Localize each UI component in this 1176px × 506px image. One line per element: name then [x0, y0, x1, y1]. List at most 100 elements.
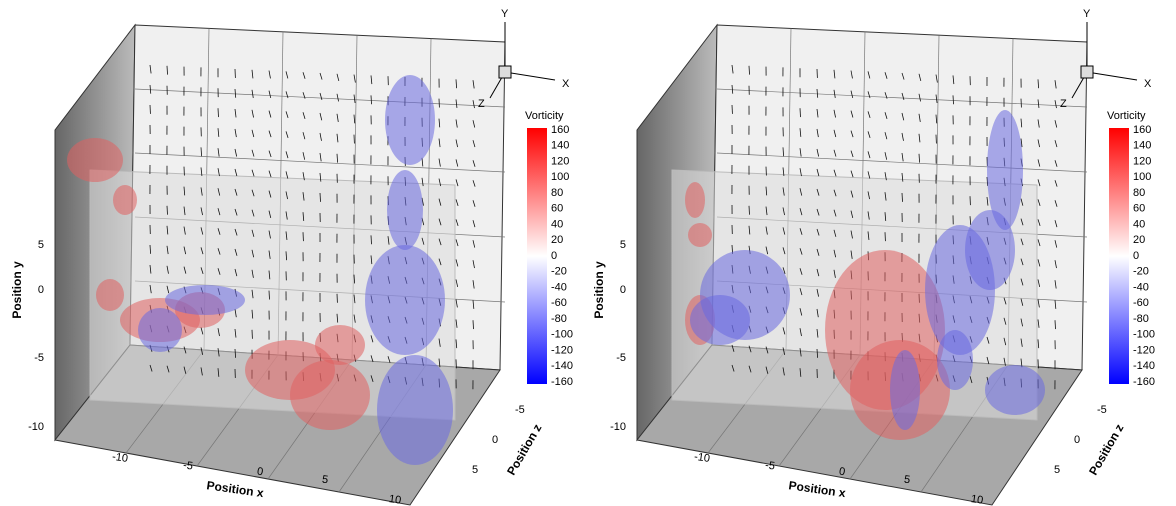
z-tick-label: 0 — [492, 434, 498, 446]
y-tick-label: 0 — [38, 284, 44, 296]
vorticity-isosurface — [965, 210, 1015, 290]
vorticity-isosurface — [165, 285, 245, 315]
vector-arrow — [749, 66, 750, 75]
colorbar-tick-label: -120 — [551, 344, 573, 356]
triad-cube — [499, 66, 511, 78]
colorbar-tick-label: -100 — [551, 329, 573, 341]
colorbar-tick-label: 60 — [551, 203, 563, 215]
y-tick-label: -5 — [616, 352, 626, 364]
triad-label: Z — [1060, 98, 1067, 110]
vorticity-isosurface — [290, 360, 370, 430]
y-axis-label: Position y — [592, 261, 606, 319]
vorticity-isosurface — [377, 355, 453, 465]
colorbar-tick-label: -160 — [551, 376, 573, 388]
x-tick-label: -10 — [693, 451, 710, 465]
vorticity-isosurface — [387, 170, 423, 250]
z-axis-label: Position z — [504, 422, 544, 478]
vorticity-isosurface — [67, 138, 123, 182]
triad-axis — [1087, 72, 1137, 80]
vorticity-isosurface — [688, 223, 712, 247]
y-tick-label: 0 — [620, 284, 626, 296]
colorbar-tick-label: -140 — [1133, 360, 1155, 372]
vorticity-isosurface — [937, 330, 973, 390]
vector-arrow — [320, 193, 321, 202]
panel: 50-5-10-10-50510-505Position xPosition y… — [592, 8, 1155, 506]
colorbar — [1109, 128, 1129, 384]
colorbar-tick-label: -60 — [551, 297, 567, 309]
colorbar — [527, 128, 547, 384]
colorbar-tick-label: 40 — [551, 218, 563, 230]
figure: 5 0 -5 -10 -10 -5 0 5 10 -5 0 5 Position x Position y… — [0, 0, 1176, 506]
x-axis-label: Position x — [788, 478, 847, 500]
colorbar-tick-label: -60 — [1133, 297, 1149, 309]
vorticity-isosurface — [96, 279, 124, 311]
x-tick-label: -5 — [182, 459, 193, 472]
colorbar-tick-label: 0 — [1133, 250, 1139, 262]
colorbar-tick-label: 120 — [1133, 155, 1151, 167]
z-tick-label: 5 — [472, 464, 478, 476]
colorbar-tick-label: -20 — [551, 266, 567, 278]
colorbar-tick-label: 100 — [1133, 171, 1151, 183]
colorbar-title: Vorticity — [525, 110, 564, 122]
x-tick-label: 10 — [388, 493, 402, 506]
colorbar-tick-label: 80 — [551, 187, 563, 199]
colorbar-tick-label: 20 — [1133, 234, 1145, 246]
colorbar-tick-label: -40 — [551, 281, 567, 293]
colorbar-title: Vorticity — [1107, 110, 1146, 122]
colorbar-tick-label: -80 — [1133, 313, 1149, 325]
vector-arrow — [371, 235, 372, 244]
vector-arrow — [269, 291, 270, 300]
triad-axis — [505, 72, 555, 80]
colorbar-tick-label: -160 — [1133, 376, 1155, 388]
vorticity-isosurface — [690, 295, 750, 345]
colorbar-tick-label: -80 — [551, 313, 567, 325]
colorbar-tick-label: 140 — [1133, 140, 1151, 152]
x-tick-label: -5 — [764, 459, 775, 472]
vector-arrow — [902, 193, 903, 202]
triad-label: Y — [501, 8, 509, 20]
z-axis-label: Position z — [1086, 422, 1126, 478]
colorbar-tick-label: 100 — [551, 171, 569, 183]
colorbar-tick-label: -140 — [551, 360, 573, 372]
colorbar-tick-label: 80 — [1133, 187, 1145, 199]
z-tick-label: 5 — [1054, 464, 1060, 476]
y-tick-label: 5 — [38, 239, 44, 251]
colorbar-tick-label: 160 — [1133, 124, 1151, 136]
colorbar-tick-label: 140 — [551, 140, 569, 152]
triad-label: Y — [1083, 8, 1091, 20]
y-tick-label: 5 — [620, 239, 626, 251]
y-tick-label: -5 — [34, 352, 44, 364]
vorticity-isosurface — [890, 350, 920, 430]
x-tick-label: -10 — [111, 451, 128, 465]
y-tick-label: -10 — [610, 421, 626, 433]
x-tick-label: 10 — [970, 493, 984, 506]
vorticity-isosurface — [315, 325, 365, 365]
z-tick-label: -5 — [515, 404, 525, 416]
x-axis-label: Position x — [206, 478, 265, 500]
z-tick-label: 0 — [1074, 434, 1080, 446]
colorbar-tick-label: 120 — [551, 155, 569, 167]
colorbar-tick-label: -120 — [1133, 344, 1155, 356]
vector-arrow — [371, 95, 372, 104]
vorticity-isosurface — [365, 245, 445, 355]
colorbar-tick-label: -40 — [1133, 281, 1149, 293]
vorticity-isosurface — [685, 182, 705, 218]
colorbar-tick-label: 60 — [1133, 203, 1145, 215]
vector-arrow — [953, 95, 954, 104]
colorbar-tick-label: -20 — [1133, 266, 1149, 278]
vorticity-isosurface — [385, 75, 435, 165]
y-axis-label: Position y — [10, 261, 24, 319]
colorbar-tick-label: 0 — [551, 250, 557, 262]
vector-arrow — [167, 66, 168, 75]
colorbar-tick-label: 20 — [551, 234, 563, 246]
vorticity-isosurface — [985, 365, 1045, 415]
y-tick-label: -10 — [28, 421, 44, 433]
vorticity-isosurface — [138, 308, 182, 352]
colorbar-tick-label: 40 — [1133, 218, 1145, 230]
triad-label: X — [562, 78, 570, 90]
colorbar-tick-label: 160 — [551, 124, 569, 136]
triad-label: X — [1144, 78, 1152, 90]
triad-label: Z — [478, 98, 485, 110]
z-tick-label: -5 — [1097, 404, 1107, 416]
